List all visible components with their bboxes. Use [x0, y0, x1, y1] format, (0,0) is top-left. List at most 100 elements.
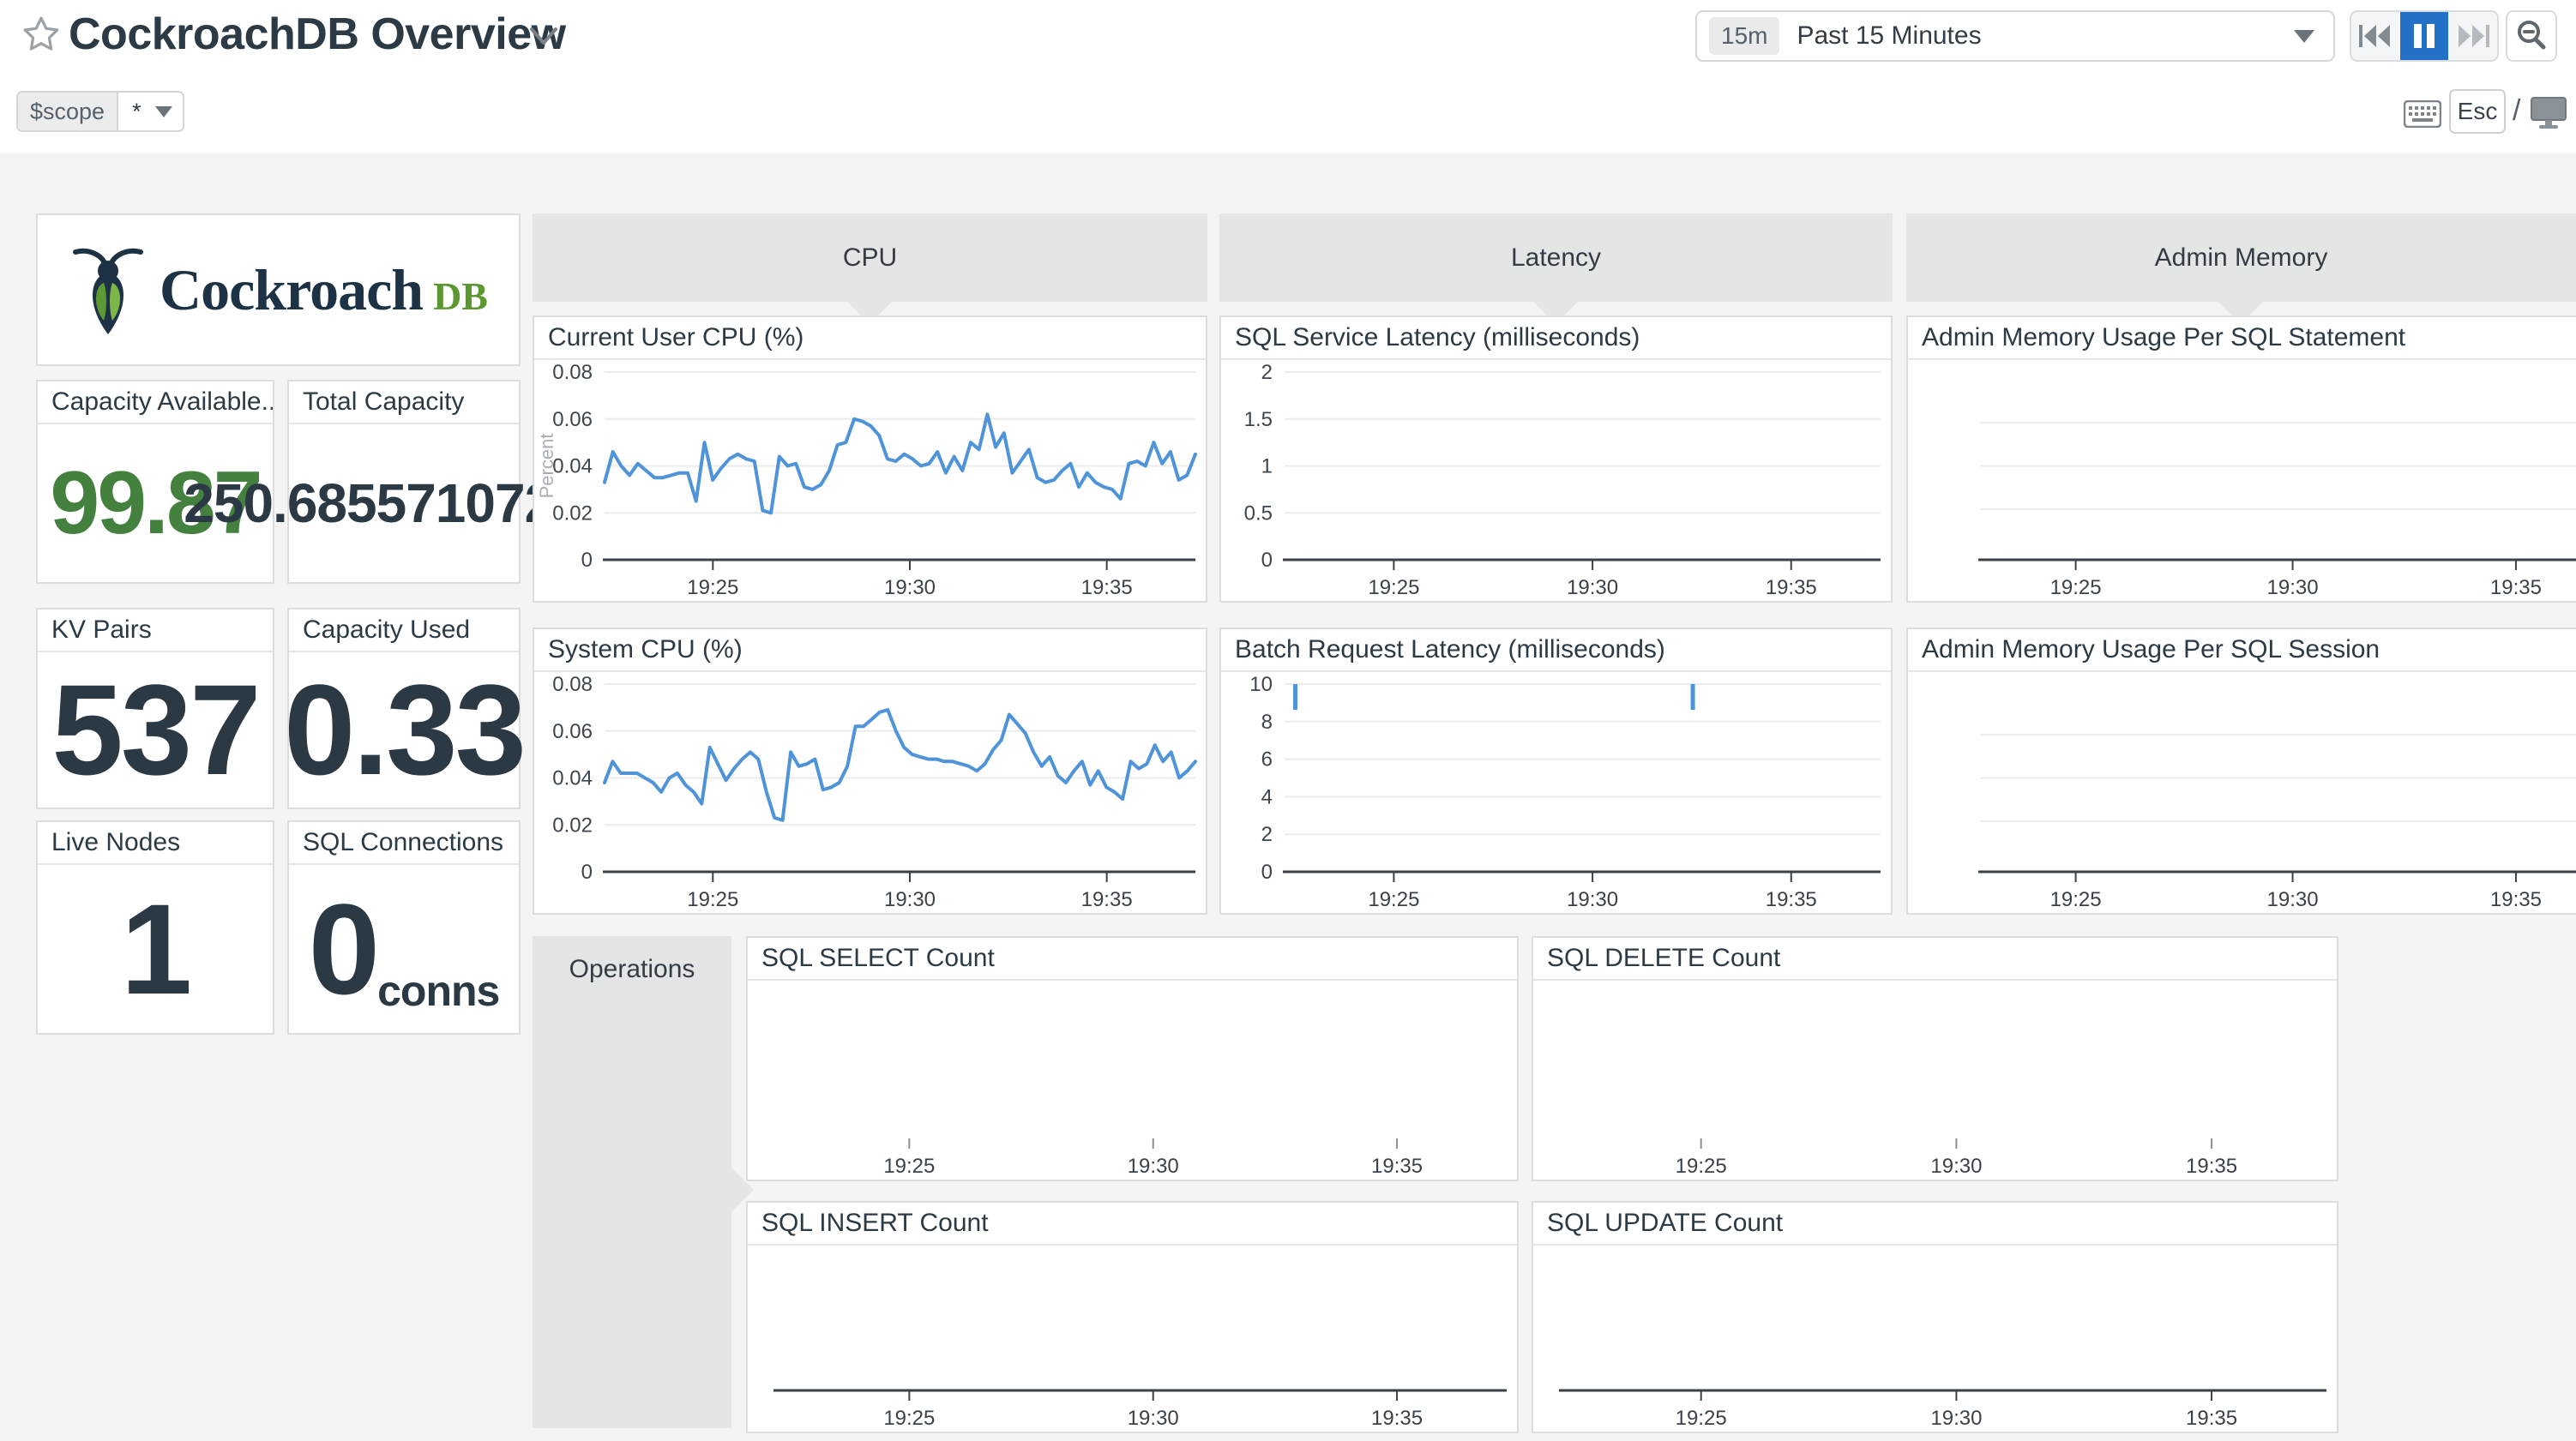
chart-title: SQL INSERT Count	[748, 1203, 1517, 1246]
zoom-out-button[interactable]	[2506, 10, 2557, 62]
stat-unit: conns	[377, 967, 500, 1015]
scope-caret-icon	[154, 105, 172, 117]
admin-memory-session-plot[interactable]: 19:25 19:30 19:35	[1908, 670, 2576, 913]
logo-db: DB	[433, 273, 488, 318]
logo-word: Cockroach	[159, 256, 424, 322]
svg-text:19:25: 19:25	[883, 1407, 935, 1430]
svg-text:19:25: 19:25	[687, 888, 738, 911]
svg-text:19:35: 19:35	[1371, 1155, 1423, 1178]
stat-card-kv-pairs[interactable]: KV Pairs 537	[36, 608, 274, 809]
pause-button[interactable]	[2399, 12, 2449, 60]
zoom-out-icon	[2518, 21, 2546, 50]
scope-variable-value[interactable]: *	[118, 93, 183, 130]
svg-text:8: 8	[1261, 711, 1273, 734]
group-header-admin-memory[interactable]: Admin Memory	[1906, 213, 2576, 302]
group-label: CPU	[842, 243, 898, 272]
chart-card-system-cpu[interactable]: System CPU (%) 0 0.02 0.04 0.06 0.08 19:25 19:…	[533, 627, 1207, 915]
svg-text:19:25: 19:25	[1368, 888, 1419, 911]
svg-text:19:25: 19:25	[883, 1155, 935, 1178]
stat-title: Capacity Used	[289, 609, 519, 652]
svg-text:0.04: 0.04	[552, 767, 593, 790]
svg-text:19:25: 19:25	[2050, 888, 2102, 911]
stat-value: 0.33	[284, 657, 527, 802]
chart-title: Current User CPU (%)	[534, 317, 1206, 360]
system-cpu-plot[interactable]: 0 0.02 0.04 0.06 0.08 19:25 19:30 19:35	[534, 670, 1206, 913]
stat-card-live-nodes[interactable]: Live Nodes 1	[36, 820, 274, 1035]
chart-title: SQL Service Latency (milliseconds)	[1221, 317, 1891, 360]
sql-select-count-plot[interactable]: 19:25 19:30 19:35	[748, 979, 1517, 1180]
chart-title: System CPU (%)	[534, 629, 1206, 672]
scope-value-text: *	[132, 98, 141, 124]
sql-insert-count-plot[interactable]: 19:25 19:30 19:35	[748, 1244, 1517, 1432]
fast-forward-icon	[2458, 25, 2489, 47]
group-label: Latency	[1510, 243, 1602, 272]
svg-text:19:30: 19:30	[884, 576, 936, 599]
chart-card-sql-service-latency[interactable]: SQL Service Latency (milliseconds) 0 0.5 1…	[1219, 315, 1893, 603]
stat-card-total-capacity[interactable]: Total Capacity 250.6855710720 GB	[184, 380, 624, 584]
svg-text:19:30: 19:30	[2267, 888, 2319, 911]
sql-service-latency-plot[interactable]: 0 0.5 1 1.5 2 19:25 19:30 19:35	[1221, 358, 1891, 601]
sql-update-count-plot[interactable]: 19:25 19:30 19:35	[1533, 1244, 2337, 1432]
time-nav-group	[2350, 10, 2499, 62]
fullscreen-monitor-icon[interactable]	[2530, 96, 2567, 130]
chart-title: SQL DELETE Count	[1533, 938, 2337, 981]
svg-text:0: 0	[581, 549, 593, 572]
cockroachdb-logo-card: Cockroach DB	[36, 213, 521, 366]
svg-text:19:30: 19:30	[1128, 1407, 1179, 1430]
chart-card-sql-select-count[interactable]: SQL SELECT Count 19:25 19:30 19:35	[746, 936, 1519, 1181]
group-header-cpu[interactable]: CPU	[533, 213, 1207, 302]
stat-value: 0	[308, 876, 380, 1021]
svg-text:19:30: 19:30	[1128, 1155, 1179, 1178]
svg-text:19:25: 19:25	[1676, 1155, 1727, 1178]
svg-text:19:35: 19:35	[2186, 1155, 2237, 1178]
stat-card-capacity-used[interactable]: Capacity Used 0.33	[284, 608, 527, 809]
svg-text:19:30: 19:30	[1567, 888, 1618, 911]
chart-card-sql-update-count[interactable]: SQL UPDATE Count 19:25 19:30 19:35	[1532, 1201, 2338, 1433]
stat-card-sql-connections[interactable]: SQL Connections 0 conns	[287, 820, 521, 1035]
time-range-label: Past 15 Minutes	[1797, 21, 1982, 50]
svg-text:19:25: 19:25	[2050, 576, 2102, 599]
pause-icon	[2414, 24, 2435, 48]
sql-delete-count-plot[interactable]: 19:25 19:30 19:35	[1533, 979, 2337, 1180]
template-variable-scope[interactable]: $scope *	[16, 91, 184, 132]
current-user-cpu-plot[interactable]: 0 0.02 0.04 0.06 0.08 19:25 19:30 19:35 Percent	[534, 358, 1206, 601]
svg-text:19:30: 19:30	[1567, 576, 1618, 599]
title-chevron-down-icon[interactable]	[527, 24, 561, 50]
fast-forward-button[interactable]	[2448, 12, 2497, 60]
chart-card-admin-memory-session[interactable]: Admin Memory Usage Per SQL Session 19:25…	[1906, 627, 2576, 915]
group-header-operations[interactable]: Operations	[533, 936, 731, 1428]
esc-button[interactable]: Esc	[2449, 89, 2506, 134]
svg-text:19:35: 19:35	[2186, 1407, 2237, 1430]
chart-card-sql-delete-count[interactable]: SQL DELETE Count 19:25 19:30 19:35	[1532, 936, 2338, 1181]
chart-title: Admin Memory Usage Per SQL Session	[1908, 629, 2576, 672]
svg-text:0: 0	[581, 861, 593, 884]
stat-value: 1	[120, 876, 192, 1021]
svg-text:0.02: 0.02	[552, 501, 593, 525]
admin-memory-statement-plot[interactable]: 19:25 19:30 19:35	[1908, 358, 2576, 601]
batch-request-latency-plot[interactable]: 0 2 4 6 8 10 19:25 19:30 19:35	[1221, 670, 1891, 913]
svg-text:0.5: 0.5	[1244, 501, 1273, 525]
svg-text:Percent: Percent	[536, 434, 557, 499]
stat-title: Live Nodes	[38, 822, 273, 865]
chart-card-sql-insert-count[interactable]: SQL INSERT Count 19:25 19:30 19:35	[746, 1201, 1519, 1433]
group-header-latency[interactable]: Latency	[1219, 213, 1893, 302]
chart-title: Batch Request Latency (milliseconds)	[1221, 629, 1891, 672]
time-range-selector[interactable]: 15m Past 15 Minutes	[1695, 10, 2335, 62]
keyboard-shortcuts-icon[interactable]	[2404, 100, 2441, 128]
scope-variable-name: $scope	[18, 93, 119, 130]
cockroach-bug-icon	[73, 248, 144, 334]
svg-text:6: 6	[1261, 748, 1273, 772]
chart-card-admin-memory-statement[interactable]: Admin Memory Usage Per SQL Statement 19:…	[1906, 315, 2576, 603]
stat-card-capacity-available[interactable]: Capacity Available... 99.87	[36, 380, 274, 584]
svg-text:19:25: 19:25	[1368, 576, 1419, 599]
svg-text:19:35: 19:35	[1766, 576, 1817, 599]
chart-card-batch-request-latency[interactable]: Batch Request Latency (milliseconds) 0 2 4…	[1219, 627, 1893, 915]
chart-card-current-user-cpu[interactable]: Current User CPU (%) 0 0.02 0.04 0.06 0.08 19…	[533, 315, 1207, 603]
stat-title: Capacity Available...	[38, 381, 273, 424]
svg-text:0: 0	[1261, 861, 1273, 884]
rewind-button[interactable]	[2351, 12, 2400, 60]
svg-text:10: 10	[1249, 673, 1273, 696]
svg-text:2: 2	[1261, 823, 1273, 846]
favorite-star-icon[interactable]	[21, 14, 62, 55]
svg-text:19:35: 19:35	[1081, 576, 1133, 599]
